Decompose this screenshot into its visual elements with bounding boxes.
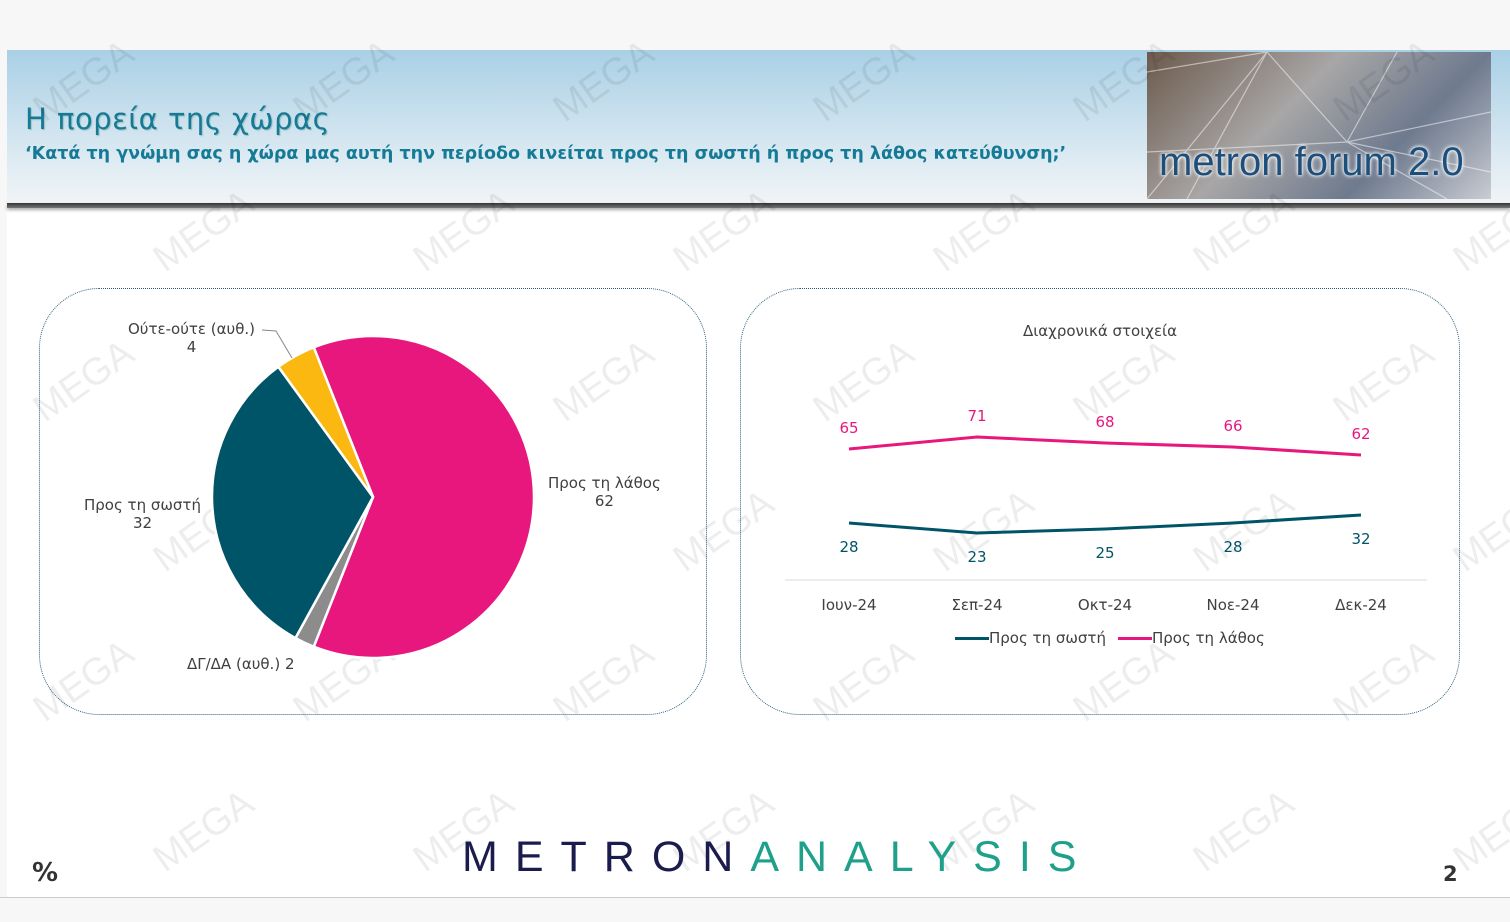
question-subtitle: ‘Κατά τη γνώμη σας η χώρα μας αυτή την π… xyxy=(25,144,1067,164)
x-tick-label: Δεκ-24 xyxy=(1335,596,1387,614)
x-tick-label: Οκτ-24 xyxy=(1078,596,1132,614)
header-divider xyxy=(7,203,1510,208)
bottom-divider xyxy=(0,897,1510,898)
data-label: 66 xyxy=(1223,417,1242,435)
x-tick-label: Ιουν-24 xyxy=(821,596,876,614)
pie-label-wrong: Προς τη λάθος 62 xyxy=(548,474,661,510)
line-chart-title: Διαχρονικά στοιχεία xyxy=(1022,322,1178,340)
data-label: 32 xyxy=(1351,530,1370,548)
forum-background-image xyxy=(1147,52,1491,199)
data-label: 25 xyxy=(1095,544,1114,562)
data-label: 62 xyxy=(1351,425,1370,443)
pie-slice xyxy=(276,345,375,498)
data-label: 28 xyxy=(1223,538,1242,556)
legend-swatch xyxy=(955,637,989,640)
pie-slice xyxy=(210,365,375,640)
metron-analysis-logo: METRONANALYSIS xyxy=(462,833,1094,881)
pie-label-dk: ΔΓ/ΔΑ (αυθ.) 2 xyxy=(187,655,295,673)
legend-item-wrong: Προς τη λάθος xyxy=(1117,629,1265,647)
header: Η πορεία της χώρας ‘Κατά τη γνώμη σας η … xyxy=(7,50,1510,205)
line-panel xyxy=(740,288,1460,715)
pie-label-right: Προς τη σωστή 32 xyxy=(84,496,201,532)
x-tick-label: Σεπ-24 xyxy=(951,596,1002,614)
slide: Η πορεία της χώρας ‘Κατά τη γνώμη σας η … xyxy=(7,50,1510,898)
data-label: 65 xyxy=(839,419,858,437)
metron-forum-logo: metron forum 2.0 xyxy=(1147,52,1491,199)
pie-panel xyxy=(39,288,707,715)
data-label: 23 xyxy=(967,548,986,566)
legend-item-right: Προς τη σωστή xyxy=(955,629,1106,647)
leader-line xyxy=(261,329,293,359)
pie-label-neither: Ούτε-ούτε (αυθ.) 4 xyxy=(128,320,256,356)
unit-label: % xyxy=(32,858,59,888)
data-label: 28 xyxy=(839,538,858,556)
forum-logo-text: metron forum 2.0 xyxy=(1159,140,1464,184)
legend-swatch xyxy=(1117,637,1152,640)
x-tick-label: Νοε-24 xyxy=(1206,596,1259,614)
pie-slice xyxy=(312,334,536,660)
page-title: Η πορεία της χώρας xyxy=(25,102,331,136)
line-legend: Προς τη σωστή Προς τη λάθος xyxy=(955,629,1265,647)
page-number: 2 xyxy=(1443,862,1458,886)
series-line xyxy=(848,435,1362,457)
series-line xyxy=(848,513,1362,535)
data-label: 71 xyxy=(967,407,986,425)
data-label: 68 xyxy=(1095,413,1114,431)
